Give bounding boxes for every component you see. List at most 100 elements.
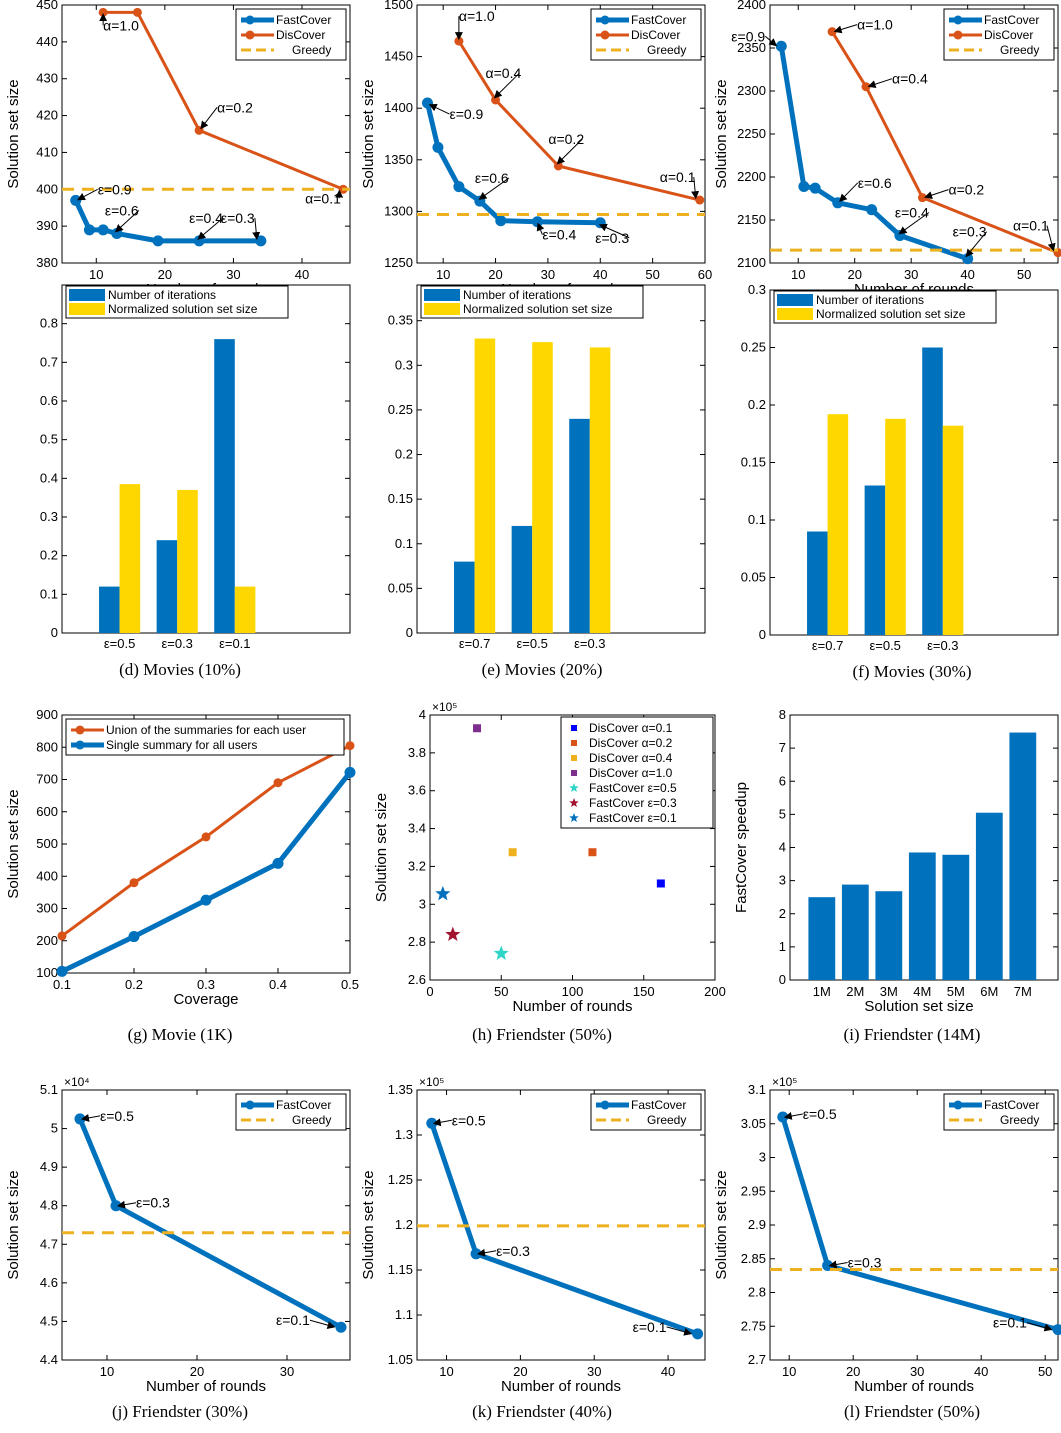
panel-i-bar bbox=[808, 897, 836, 980]
panel-i-bar bbox=[1009, 732, 1037, 980]
panel-e-bar-number-of-iterations bbox=[454, 561, 475, 633]
panel-l-ytick-label: 2.9 bbox=[748, 1217, 766, 1232]
panel-e-bar-normalized-solution-set-size bbox=[532, 342, 553, 633]
panel-l-ytick-label: 2.95 bbox=[741, 1183, 766, 1198]
panel-k-legend-label: Greedy bbox=[647, 1113, 686, 1127]
panel-h-xtick-label: 0 bbox=[426, 984, 433, 999]
panel-b-series-fastcover-point bbox=[474, 195, 486, 207]
panel-l-exponent-label: ×10⁵ bbox=[772, 1075, 797, 1089]
panel-k-annotation-arrow bbox=[477, 1248, 497, 1257]
panel-k-ytick-label: 1.3 bbox=[395, 1127, 413, 1142]
panel-e-bar-normalized-solution-set-size bbox=[474, 338, 496, 633]
panel-f-ytick-label: 0.1 bbox=[748, 512, 766, 527]
panel-g-ytick-label: 400 bbox=[36, 868, 58, 883]
panel-l-ytick-label: 2.7 bbox=[748, 1352, 766, 1367]
panel-h-ytick-label: 2.6 bbox=[408, 972, 426, 987]
panel-j-annotation: ε=0.3 bbox=[136, 1195, 170, 1211]
panel-a-legend-label: FastCover bbox=[276, 13, 331, 27]
panel-l-caption: (l) Friendster (50%) bbox=[844, 1402, 980, 1421]
panel-a-annotation: ε=0.9 bbox=[98, 181, 132, 197]
panel-h-ylabel: Solution set size bbox=[373, 793, 390, 902]
panel-j-legend-label: FastCover bbox=[276, 1098, 331, 1112]
panel-c-series-fastcover-line bbox=[778, 45, 969, 262]
panel-g-ytick-label: 300 bbox=[36, 901, 58, 916]
panel-i-ytick-label: 1 bbox=[779, 939, 786, 954]
panel-h-legend-label: DisCover α=0.2 bbox=[589, 736, 673, 750]
panel-a-annotation: α=0.2 bbox=[217, 99, 253, 115]
panel-g-xtick-label: 0.5 bbox=[341, 977, 359, 992]
panel-b-legend-label: FastCover bbox=[631, 13, 686, 27]
panel-a-annotation: α=1.0 bbox=[103, 17, 139, 33]
panel-c-annotation: α=1.0 bbox=[857, 17, 893, 33]
panel-i-category-label: 3M bbox=[880, 984, 898, 999]
panel-c-series-fastcover-point bbox=[775, 40, 787, 52]
panel-h-ytick-label: 4 bbox=[419, 707, 426, 722]
panel-b-series-fastcover-point bbox=[495, 215, 507, 227]
panel-h-point-fastcover-0-1 bbox=[435, 885, 451, 901]
panel-k-ytick-label: 1.1 bbox=[395, 1307, 413, 1322]
panel-g-ylabel: Solution set size bbox=[5, 789, 22, 898]
panel-g-xtick-label: 0.1 bbox=[53, 977, 71, 992]
panel-c: 2100 2150 2200 2250 2300 2350 2400 Solution set… bbox=[713, 0, 1061, 307]
panel-f-category-label: ε=0.7 bbox=[812, 638, 843, 653]
panel-g-series-union-of-the-summaries-for-each-user-point bbox=[345, 741, 355, 751]
panel-g-legend-marker bbox=[75, 725, 85, 735]
panel-a-ylabel: Solution set size bbox=[5, 79, 22, 188]
panel-j-axes-box bbox=[61, 1089, 351, 1361]
panel-l-ylabel: Solution set size bbox=[713, 1170, 730, 1279]
panel-l-xtick-label: 10 bbox=[782, 1364, 796, 1379]
panel-h-point-discover-1-0 bbox=[473, 724, 482, 733]
panel-d-bar-normalized-solution-set-size bbox=[177, 489, 198, 633]
panel-h-legend-box bbox=[560, 716, 714, 829]
panel-g-series-single-summary-for-all-users-point bbox=[200, 894, 212, 906]
panel-k-annotation-arrow bbox=[432, 1118, 452, 1127]
panel-i-ytick-label: 0 bbox=[779, 972, 786, 987]
panel-l-ytick-label: 2.75 bbox=[741, 1318, 766, 1333]
panel-g-legend-label: Union of the summaries for each user bbox=[106, 723, 306, 737]
panel-g-series-union-of-the-summaries-for-each-user-point bbox=[57, 931, 67, 941]
panel-a-ytick-label: 450 bbox=[36, 0, 58, 12]
panel-d-legend-swatch bbox=[69, 289, 105, 301]
panel-h-point-fastcover-0-5 bbox=[493, 945, 509, 960]
panel-l-ytick-label: 2.8 bbox=[748, 1285, 766, 1300]
panel-l-ytick-label: 3 bbox=[759, 1150, 766, 1165]
panel-b-annotation: ε=0.3 bbox=[595, 230, 629, 246]
panel-a-series-discover-point bbox=[132, 7, 142, 17]
panel-e-ytick-label: 0.35 bbox=[388, 313, 413, 328]
panel-h-ytick-label: 3.2 bbox=[408, 858, 426, 873]
panel-j-annotation-arrow bbox=[81, 1113, 101, 1122]
panel-j-ytick-label: 4.8 bbox=[40, 1198, 58, 1213]
panel-f-ytick-label: 0.25 bbox=[741, 340, 766, 355]
panel-f-legend-label: Normalized solution set size bbox=[816, 307, 966, 321]
panel-d-ytick-label: 0.7 bbox=[40, 354, 58, 369]
panel-l-annotation: ε=0.3 bbox=[848, 1255, 882, 1271]
panel-a-ytick-label: 430 bbox=[36, 71, 58, 86]
panel-j-ytick-label: 5.1 bbox=[40, 1082, 58, 1097]
panel-a-series-fastcover-point bbox=[70, 194, 82, 206]
panel-g-legend-label: Single summary for all users bbox=[106, 738, 257, 752]
panel-c-ytick-label: 2250 bbox=[737, 126, 766, 141]
panel-f-legend-label: Number of iterations bbox=[816, 293, 924, 307]
panel-l-series-fastcover-line bbox=[780, 1116, 1059, 1333]
panel-b-series-fastcover-point bbox=[421, 97, 433, 109]
panel-g-series-union-of-the-summaries-for-each-user-point bbox=[201, 832, 211, 842]
panel-i-ytick-label: 5 bbox=[779, 806, 786, 821]
panel-a-xtick-label: 30 bbox=[226, 267, 240, 282]
panel-b-annotation: α=0.4 bbox=[486, 65, 522, 81]
panel-g-ytick-label: 700 bbox=[36, 772, 58, 787]
panel-b-ylabel: Solution set size bbox=[360, 79, 377, 188]
panel-i-ytick-label: 8 bbox=[779, 707, 786, 722]
panel-h-ytick-label: 3 bbox=[419, 896, 426, 911]
panel-h-exponent-label: ×10⁵ bbox=[432, 700, 457, 714]
panel-d-bar-normalized-solution-set-size bbox=[119, 484, 141, 633]
panel-l-legend-label: FastCover bbox=[984, 1098, 1039, 1112]
panel-h-xtick-label: 100 bbox=[562, 984, 584, 999]
panel-b-ytick-label: 1250 bbox=[384, 255, 413, 270]
panel-j-ytick-label: 4.5 bbox=[40, 1313, 58, 1328]
panel-h-ytick-label: 3.4 bbox=[408, 821, 426, 836]
panel-a-annotation: ε=0.3 bbox=[221, 210, 255, 226]
panel-h-point-fastcover-0-3 bbox=[445, 926, 461, 942]
panel-g-xtick-label: 0.3 bbox=[197, 977, 215, 992]
panel-h-ytick-label: 2.8 bbox=[408, 934, 426, 949]
